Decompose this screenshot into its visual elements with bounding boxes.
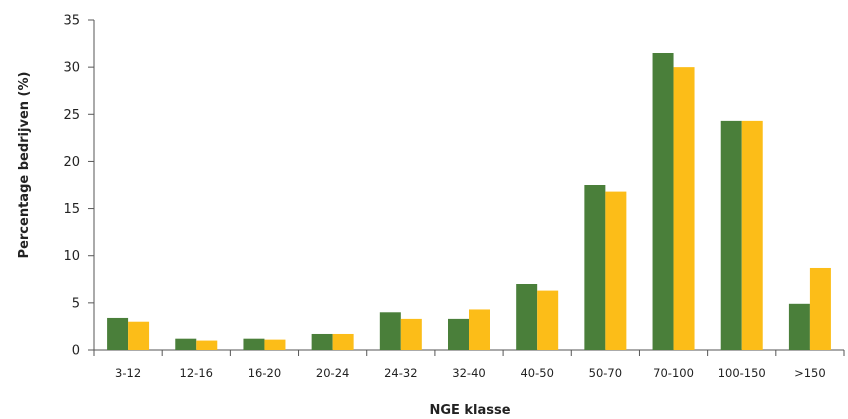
x-tick-label: >150 bbox=[794, 366, 826, 380]
x-tick-label: 70-100 bbox=[653, 366, 694, 380]
bar-series-1 bbox=[448, 318, 469, 350]
bar-series-1 bbox=[243, 338, 265, 350]
x-tick-label: 12-16 bbox=[180, 366, 213, 380]
x-tick-label: 100-150 bbox=[718, 366, 766, 380]
bar-series-2 bbox=[537, 290, 559, 350]
bar-series-1 bbox=[652, 53, 674, 350]
y-axis-title: Percentage bedrijven (%) bbox=[17, 72, 32, 259]
x-tick-label: 32-40 bbox=[452, 366, 485, 380]
x-tick-label: 24-32 bbox=[384, 366, 417, 380]
bar-series-2 bbox=[741, 120, 763, 350]
bar-series-1 bbox=[107, 317, 129, 350]
y-tick-label: 20 bbox=[63, 155, 80, 170]
bar-series-2 bbox=[196, 340, 218, 350]
bar-series-2 bbox=[400, 318, 422, 350]
bar-series-2 bbox=[605, 191, 627, 350]
bar-series-1 bbox=[516, 284, 538, 350]
bar-series-2 bbox=[673, 67, 695, 351]
y-tick-label: 10 bbox=[63, 249, 80, 264]
bar-series-2 bbox=[264, 339, 286, 350]
bars bbox=[107, 53, 831, 351]
x-tick-label: 20-24 bbox=[316, 366, 349, 380]
bar-series-2 bbox=[128, 321, 150, 350]
y-tick-label: 0 bbox=[72, 344, 80, 359]
y-tick-label: 5 bbox=[72, 296, 80, 311]
bar-series-1 bbox=[788, 303, 810, 350]
bar-series-1 bbox=[379, 312, 401, 350]
x-tick-label: 40-50 bbox=[520, 366, 553, 380]
y-tick-label: 15 bbox=[63, 202, 80, 217]
bar-series-1 bbox=[720, 120, 742, 350]
y-tick-label: 25 bbox=[63, 108, 80, 123]
bar-series-2 bbox=[809, 267, 831, 350]
bar-series-1 bbox=[584, 185, 606, 350]
bar-series-2 bbox=[332, 333, 354, 350]
bar-series-1 bbox=[311, 333, 333, 350]
x-tick-label: 3-12 bbox=[115, 366, 141, 380]
x-axis: 3-12 12-16 16-20 20-24 24-32 32-40 40-50 50-70 7… bbox=[93, 349, 845, 380]
y-axis: 0 5 10 15 20 25 30 35 bbox=[63, 14, 95, 359]
y-tick-label: 30 bbox=[63, 61, 80, 76]
bar-series-2 bbox=[469, 309, 490, 350]
bar-series-1 bbox=[175, 338, 197, 350]
x-tick-label: 16-20 bbox=[248, 366, 281, 380]
x-tick-label: 50-70 bbox=[589, 366, 622, 380]
y-tick-label: 35 bbox=[63, 14, 80, 29]
x-axis-title: NGE klasse bbox=[429, 403, 510, 418]
